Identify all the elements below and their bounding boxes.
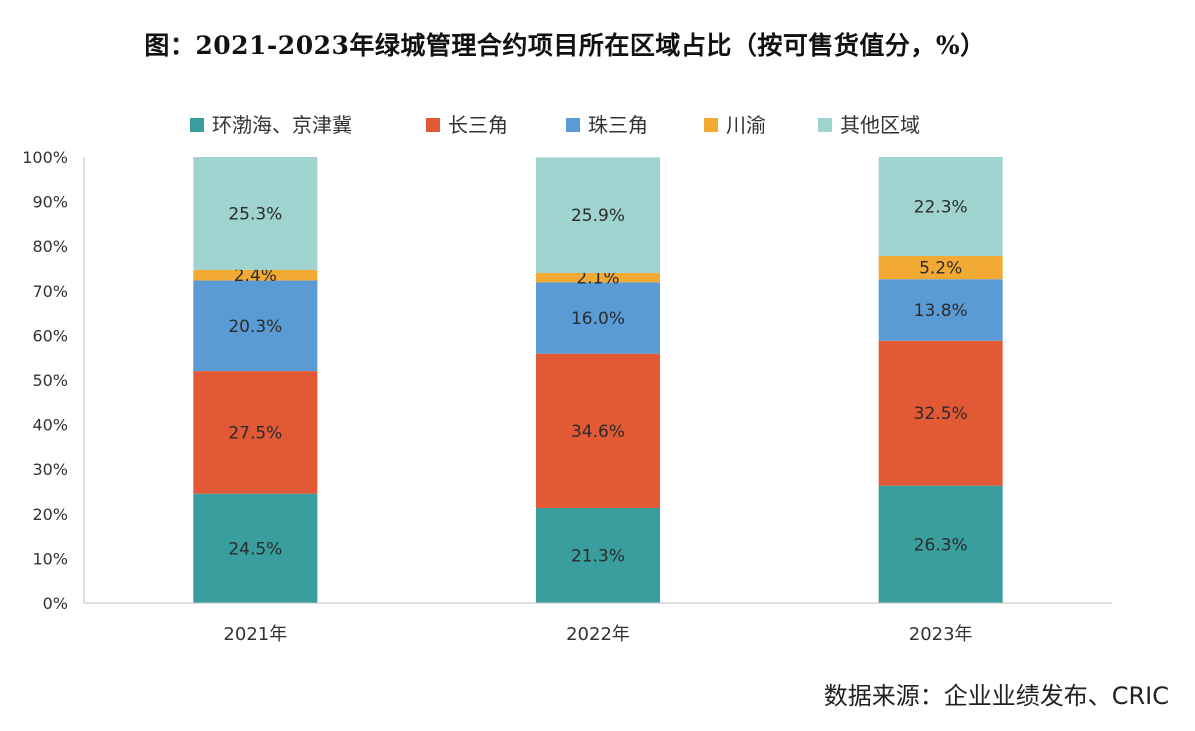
data-label: 25.3% bbox=[228, 204, 282, 224]
legend-item: 其他区域 bbox=[818, 113, 920, 137]
legend-item: 川渝 bbox=[704, 113, 766, 137]
bar-stack-1: 24.5% 27.5% 20.3% 2.4% 25.3% bbox=[193, 157, 318, 603]
bar-segment bbox=[536, 353, 660, 509]
data-label: 16.0% bbox=[571, 309, 625, 329]
data-label: 32.5% bbox=[914, 404, 968, 424]
data-label: 24.5% bbox=[228, 539, 282, 559]
bar-stack-3: 26.3% 32.5% 13.8% 5.2% 22.3% bbox=[878, 157, 1003, 603]
bar-segment bbox=[193, 280, 318, 372]
x-tick-label: 2023年 bbox=[909, 624, 973, 645]
y-axis: 0% 10% 20% 30% 40% 50% 60% 70% 80% 90% 100% bbox=[22, 148, 85, 613]
x-tick-label: 2021年 bbox=[223, 624, 287, 645]
data-label: 26.3% bbox=[914, 535, 968, 555]
bar-segment bbox=[193, 371, 318, 494]
data-label: 21.3% bbox=[571, 547, 625, 567]
data-label: 5.2% bbox=[919, 259, 962, 279]
data-label: 2.1% bbox=[576, 269, 619, 289]
legend-label: 环渤海、京津冀 bbox=[212, 113, 352, 137]
bar-segment bbox=[878, 340, 1003, 486]
y-tick-label: 10% bbox=[32, 549, 68, 568]
legend-swatch bbox=[704, 118, 718, 132]
data-label: 13.8% bbox=[914, 301, 968, 321]
bar-segment bbox=[536, 508, 660, 603]
bars-area: 24.5%27.5%20.3%2.4%25.3%21.3%34.6%16.0%2… bbox=[193, 157, 1003, 603]
bar-segment bbox=[878, 256, 1003, 280]
data-source-note: 数据来源：企业业绩发布、CRIC bbox=[823, 682, 1169, 710]
legend-swatch bbox=[818, 118, 832, 132]
bar-segment bbox=[878, 279, 1003, 341]
legend-item: 珠三角 bbox=[566, 113, 648, 137]
chart-legend: 环渤海、京津冀 长三角 珠三角 川渝 其他区域 bbox=[190, 113, 920, 137]
data-label: 34.6% bbox=[571, 422, 625, 442]
bar-segment bbox=[193, 493, 318, 603]
y-tick-label: 40% bbox=[32, 416, 68, 435]
bar-segment bbox=[878, 485, 1003, 603]
data-label: 27.5% bbox=[228, 423, 282, 443]
x-axis: 2021年 2022年 2023年 bbox=[84, 602, 1112, 645]
legend-item: 长三角 bbox=[426, 113, 508, 137]
bar-segment bbox=[536, 282, 660, 354]
bar-segment bbox=[536, 272, 660, 283]
y-tick-label: 100% bbox=[22, 148, 68, 167]
data-label: 25.9% bbox=[571, 206, 625, 226]
legend-label: 长三角 bbox=[448, 113, 508, 137]
y-tick-label: 60% bbox=[32, 326, 68, 345]
data-label: 22.3% bbox=[914, 198, 968, 218]
legend-swatch bbox=[190, 118, 204, 132]
data-label: 20.3% bbox=[228, 317, 282, 337]
y-tick-label: 80% bbox=[32, 237, 68, 256]
legend-label: 其他区域 bbox=[840, 113, 920, 137]
legend-item: 环渤海、京津冀 bbox=[190, 113, 352, 137]
legend-swatch bbox=[426, 118, 440, 132]
legend-label: 珠三角 bbox=[588, 113, 648, 137]
bar-stack-2: 21.3% 34.6% 16.0% 2.1% 25.9% bbox=[536, 157, 660, 603]
y-tick-label: 70% bbox=[32, 282, 68, 301]
y-tick-label: 0% bbox=[43, 594, 68, 613]
y-tick-label: 30% bbox=[32, 460, 68, 479]
bar-segment bbox=[878, 157, 1003, 257]
legend-swatch bbox=[566, 118, 580, 132]
bar-segment bbox=[193, 269, 318, 281]
bar-segment bbox=[193, 157, 318, 270]
x-tick-label: 2022年 bbox=[566, 624, 630, 645]
y-tick-label: 50% bbox=[32, 371, 68, 390]
stacked-bar-chart: 环渤海、京津冀 长三角 珠三角 川渝 其他区域 0% 10% 20% 30% 40% 50% 60%… bbox=[22, 113, 1112, 645]
chart-title: 图：2021-2023年绿城管理合约项目所在区域占比（按可售货值分，%） bbox=[144, 31, 986, 60]
data-label: 2.4% bbox=[234, 266, 277, 286]
y-tick-label: 90% bbox=[32, 193, 68, 212]
y-tick-label: 20% bbox=[32, 505, 68, 524]
bar-segment bbox=[536, 157, 660, 273]
legend-label: 川渝 bbox=[726, 113, 766, 137]
